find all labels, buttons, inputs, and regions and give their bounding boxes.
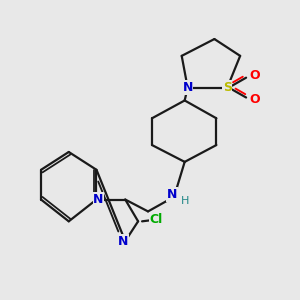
Text: N: N [93,193,104,206]
Text: N: N [167,188,177,201]
Text: Cl: Cl [149,213,163,226]
Text: O: O [250,69,260,82]
Text: N: N [182,81,193,94]
Text: O: O [250,93,260,106]
Text: H: H [181,196,189,206]
Text: S: S [223,81,232,94]
Text: N: N [118,235,128,248]
